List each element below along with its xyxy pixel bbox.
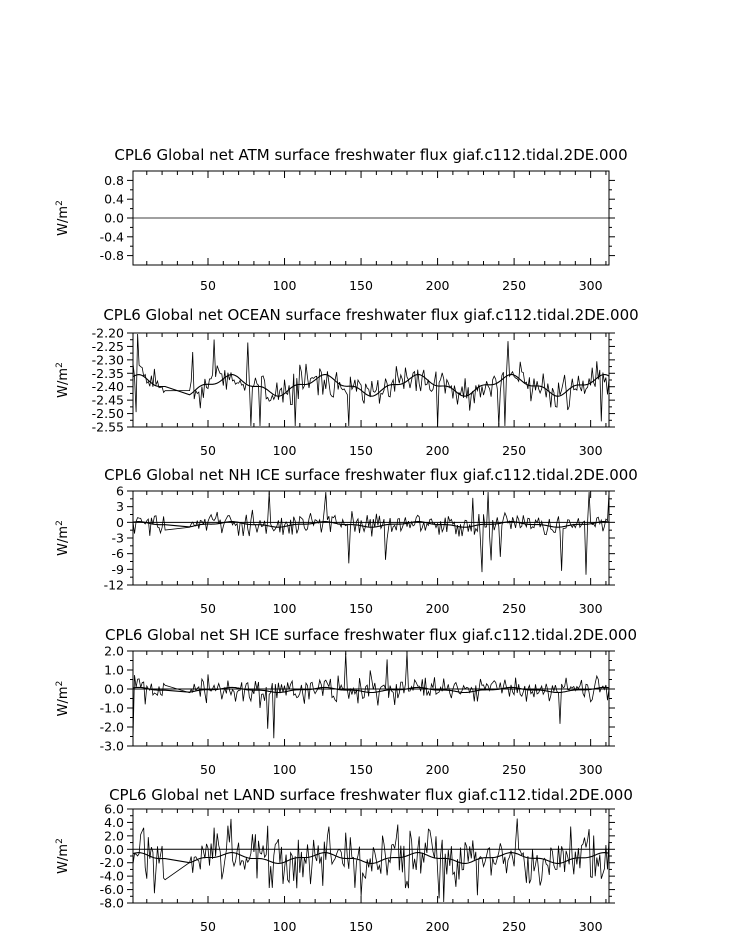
x-tick-label: 50 xyxy=(200,278,216,293)
y-tick-label: -2.55 xyxy=(92,420,124,435)
x-tick-label: 150 xyxy=(349,278,373,293)
panel-1: CPL6 Global net ATM surface freshwater f… xyxy=(55,146,628,293)
y-axis-label: W/m2 xyxy=(55,681,71,717)
y-tick-label: -2.40 xyxy=(92,379,124,394)
x-tick-label: 200 xyxy=(426,278,450,293)
y-tick-label: -9 xyxy=(112,562,125,577)
series-line-smooth xyxy=(132,521,610,528)
x-tick-label: 150 xyxy=(349,762,373,777)
x-tick-label: 300 xyxy=(579,601,603,616)
series-line-smooth xyxy=(132,686,610,694)
y-tick-label: 0.0 xyxy=(104,211,124,226)
y-tick-label: -2.25 xyxy=(92,339,124,354)
x-tick-label: 200 xyxy=(426,762,450,777)
y-tick-label: 0.0 xyxy=(104,842,124,857)
y-tick-label: 2.0 xyxy=(104,828,124,843)
y-axis-label: W/m2 xyxy=(55,520,71,556)
plot-frame xyxy=(132,332,610,428)
y-tick-label: -6 xyxy=(112,546,125,561)
series-line-noisy xyxy=(132,651,610,741)
y-tick-label: 0.0 xyxy=(104,682,124,697)
x-tick-label: 150 xyxy=(349,443,373,458)
y-tick-label: 6.0 xyxy=(104,802,124,817)
x-tick-label: 250 xyxy=(502,919,526,934)
series-line-noisy xyxy=(132,818,610,903)
y-tick-label: -6.0 xyxy=(100,882,124,897)
y-tick-label: -2.45 xyxy=(92,393,124,408)
y-axis-label: W/m2 xyxy=(55,362,71,398)
x-tick-label: 300 xyxy=(579,919,603,934)
y-tick-label: 0 xyxy=(116,515,124,530)
series-line-smooth xyxy=(132,852,610,864)
y-tick-label: -3 xyxy=(112,531,124,546)
y-tick-label: 1.0 xyxy=(104,663,124,678)
x-tick-label: 100 xyxy=(273,443,297,458)
y-tick-label: -0.4 xyxy=(100,229,124,244)
y-tick-label: -2.20 xyxy=(92,326,124,341)
panel-2: CPL6 Global net OCEAN surface freshwater… xyxy=(55,306,639,458)
panel-title: CPL6 Global net OCEAN surface freshwater… xyxy=(103,306,638,324)
y-tick-label: -12 xyxy=(104,578,124,593)
panel-3: CPL6 Global net NH ICE surface freshwate… xyxy=(55,466,638,616)
panel-title: CPL6 Global net NH ICE surface freshwate… xyxy=(104,466,638,484)
y-tick-label: -2.30 xyxy=(92,352,124,367)
panel-5: CPL6 Global net LAND surface freshwater … xyxy=(55,786,633,934)
x-tick-label: 150 xyxy=(349,919,373,934)
panel-title: CPL6 Global net ATM surface freshwater f… xyxy=(114,146,627,164)
x-tick-label: 100 xyxy=(273,278,297,293)
x-tick-label: 250 xyxy=(502,278,526,293)
y-axis-label: W/m2 xyxy=(55,200,71,236)
x-tick-label: 250 xyxy=(502,601,526,616)
x-tick-label: 150 xyxy=(349,601,373,616)
x-tick-label: 100 xyxy=(273,601,297,616)
y-tick-label: -3.0 xyxy=(100,739,124,754)
y-tick-label: 6 xyxy=(116,484,124,499)
y-axis-label: W/m2 xyxy=(55,838,71,874)
y-tick-label: 4.0 xyxy=(104,815,124,830)
x-tick-label: 50 xyxy=(200,443,216,458)
x-tick-label: 300 xyxy=(579,443,603,458)
x-tick-label: 200 xyxy=(426,919,450,934)
x-tick-label: 200 xyxy=(426,443,450,458)
panel-4: CPL6 Global net SH ICE surface freshwate… xyxy=(55,626,637,777)
x-tick-label: 300 xyxy=(579,762,603,777)
y-tick-label: -2.50 xyxy=(92,406,124,421)
y-tick-label: 2.0 xyxy=(104,644,124,659)
y-tick-label: -2.0 xyxy=(100,720,124,735)
x-tick-label: 300 xyxy=(579,278,603,293)
series-line-noisy xyxy=(132,333,610,427)
plot-frame xyxy=(132,650,610,747)
y-tick-label: -2.0 xyxy=(100,855,124,870)
x-tick-label: 50 xyxy=(200,601,216,616)
panel-title: CPL6 Global net SH ICE surface freshwate… xyxy=(105,626,637,644)
panel-title: CPL6 Global net LAND surface freshwater … xyxy=(109,786,633,804)
y-tick-label: 0.4 xyxy=(104,192,124,207)
x-tick-label: 250 xyxy=(502,762,526,777)
y-tick-label: 0.8 xyxy=(104,173,124,188)
y-tick-label: 3 xyxy=(116,499,124,514)
y-tick-label: -8.0 xyxy=(100,896,124,911)
x-tick-label: 200 xyxy=(426,601,450,616)
x-tick-label: 50 xyxy=(200,762,216,777)
x-tick-label: 250 xyxy=(502,443,526,458)
panels: CPL6 Global net ATM surface freshwater f… xyxy=(55,146,639,934)
y-tick-label: -0.8 xyxy=(100,248,124,263)
series-line-noisy xyxy=(132,491,610,575)
y-tick-label: -1.0 xyxy=(100,701,124,716)
plot-frame xyxy=(132,490,610,586)
series-line-smooth xyxy=(132,373,610,397)
y-tick-label: -2.35 xyxy=(92,366,124,381)
x-tick-label: 100 xyxy=(273,919,297,934)
x-tick-label: 50 xyxy=(200,919,216,934)
x-tick-label: 100 xyxy=(273,762,297,777)
y-tick-label: -4.0 xyxy=(100,869,124,884)
